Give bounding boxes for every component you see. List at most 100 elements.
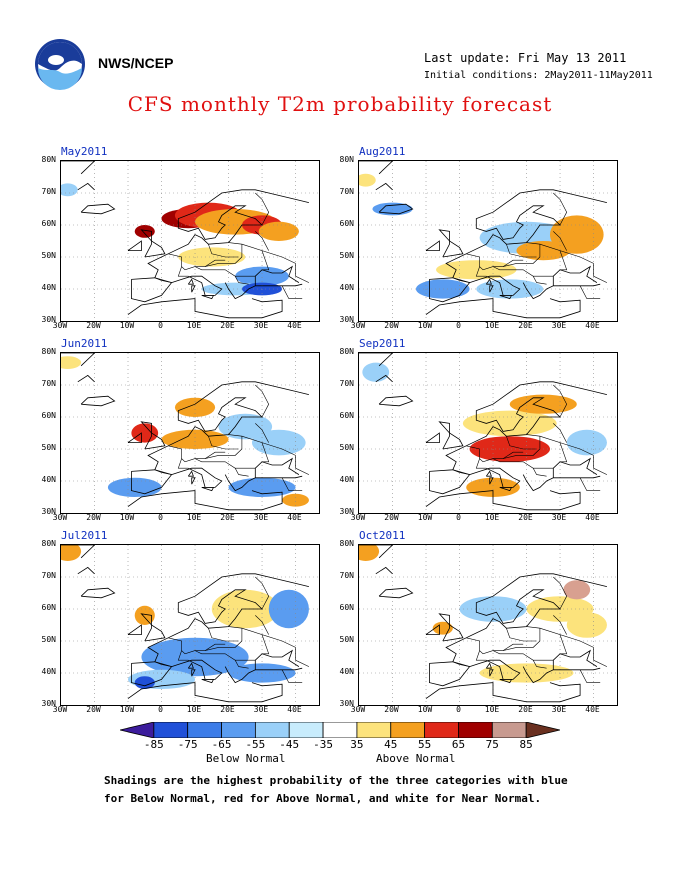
longitude-label: 0 [456, 705, 461, 714]
coastline [147, 189, 309, 278]
coastline [77, 566, 95, 575]
probability-patch [362, 362, 390, 382]
coastline [187, 470, 194, 477]
probability-patch [174, 397, 216, 417]
longitude-label: 10W [119, 321, 135, 330]
longitude-label: 10E [186, 321, 202, 330]
longitude-label: 10W [417, 513, 433, 522]
colorbar-swatch [424, 722, 459, 738]
colorbar-swatch [458, 722, 493, 738]
probability-patch [61, 545, 82, 561]
country-border [593, 263, 608, 283]
coastline [522, 666, 601, 684]
country-border [281, 669, 303, 683]
coastline [127, 298, 283, 319]
country-border [579, 285, 601, 299]
map-canvas [359, 353, 617, 513]
country-border [475, 458, 487, 469]
colorbar-tick-label: 65 [451, 738, 466, 751]
map-panel-may [60, 160, 320, 322]
country-border [208, 628, 239, 642]
longitude-label: 20E [518, 513, 533, 522]
footnote-line-1: Shadings are the highest probability of … [104, 774, 568, 787]
country-border [579, 477, 601, 491]
country-border [154, 277, 172, 283]
panel-title: Sep2011 [359, 337, 406, 350]
country-border [559, 634, 594, 648]
longitude-label: 20W [384, 705, 399, 714]
coastline [147, 381, 309, 470]
coastline [80, 395, 116, 407]
longitude-label: 20W [86, 705, 101, 714]
longitude-label: 30W [52, 321, 68, 330]
latitude-label: 40N [41, 475, 56, 484]
map-canvas [61, 545, 319, 705]
coastline [359, 161, 394, 175]
longitude-label: 20E [220, 321, 235, 330]
longitude-label: 40E [585, 321, 600, 330]
coastline [425, 240, 440, 251]
country-border [466, 626, 541, 655]
coastline [375, 182, 393, 191]
probability-patch [218, 413, 273, 440]
country-border [295, 647, 310, 667]
coastline [191, 669, 196, 677]
colorbar-swatch [187, 722, 222, 738]
country-border [281, 285, 303, 299]
country-border [553, 192, 568, 226]
country-border [154, 469, 172, 475]
probability-patch [131, 423, 159, 443]
colorbar-tick-label: -45 [279, 738, 300, 751]
latitude-label: 50N [339, 443, 354, 452]
coastline [80, 203, 116, 215]
latitude-label: 50N [41, 251, 56, 260]
coastline [378, 395, 414, 407]
longitude-label: 20W [384, 513, 399, 522]
probability-patch [359, 173, 376, 187]
coastline [552, 457, 598, 478]
coastline [375, 566, 393, 575]
longitude-label: 10W [119, 513, 135, 522]
panel-title: Oct2011 [359, 529, 406, 542]
latitude-label: 40N [339, 667, 354, 676]
latitude-label: 80N [339, 347, 354, 356]
coastline [485, 662, 492, 669]
latitude-label: 50N [339, 635, 354, 644]
country-border [553, 231, 567, 251]
coastline [201, 487, 215, 492]
country-border [204, 259, 226, 267]
coastline [375, 374, 393, 383]
coastline [171, 467, 223, 488]
coastline [359, 545, 394, 559]
coastline [425, 682, 581, 703]
probability-patch [134, 676, 155, 689]
longitude-label: 30W [350, 513, 366, 522]
coastline [499, 487, 513, 492]
coastline [378, 587, 414, 599]
colorbar-tick-label: 35 [350, 738, 364, 751]
longitude-label: 30E [253, 705, 269, 714]
coastline [438, 613, 464, 642]
coastline [127, 490, 283, 511]
probability-patch [61, 183, 78, 197]
coastline [469, 275, 521, 296]
coastline [254, 649, 300, 670]
coastline [378, 203, 414, 215]
probability-patch [566, 612, 607, 638]
country-border [553, 615, 567, 635]
coastline [191, 285, 196, 293]
country-border [241, 435, 270, 463]
coastline [77, 182, 95, 191]
colorbar-swatch [254, 722, 290, 738]
longitude-label: 40E [287, 513, 302, 522]
coastline [80, 587, 116, 599]
footnote-line-2: for Below Normal, red for Above Normal, … [104, 792, 542, 805]
coastline [140, 613, 166, 642]
longitude-label: 0 [158, 321, 163, 330]
longitude-label: 10E [484, 705, 500, 714]
country-border [466, 242, 541, 271]
coastline [499, 679, 513, 684]
coastline [254, 457, 300, 478]
colorbar-swatch [221, 722, 256, 738]
coastline [438, 229, 464, 258]
